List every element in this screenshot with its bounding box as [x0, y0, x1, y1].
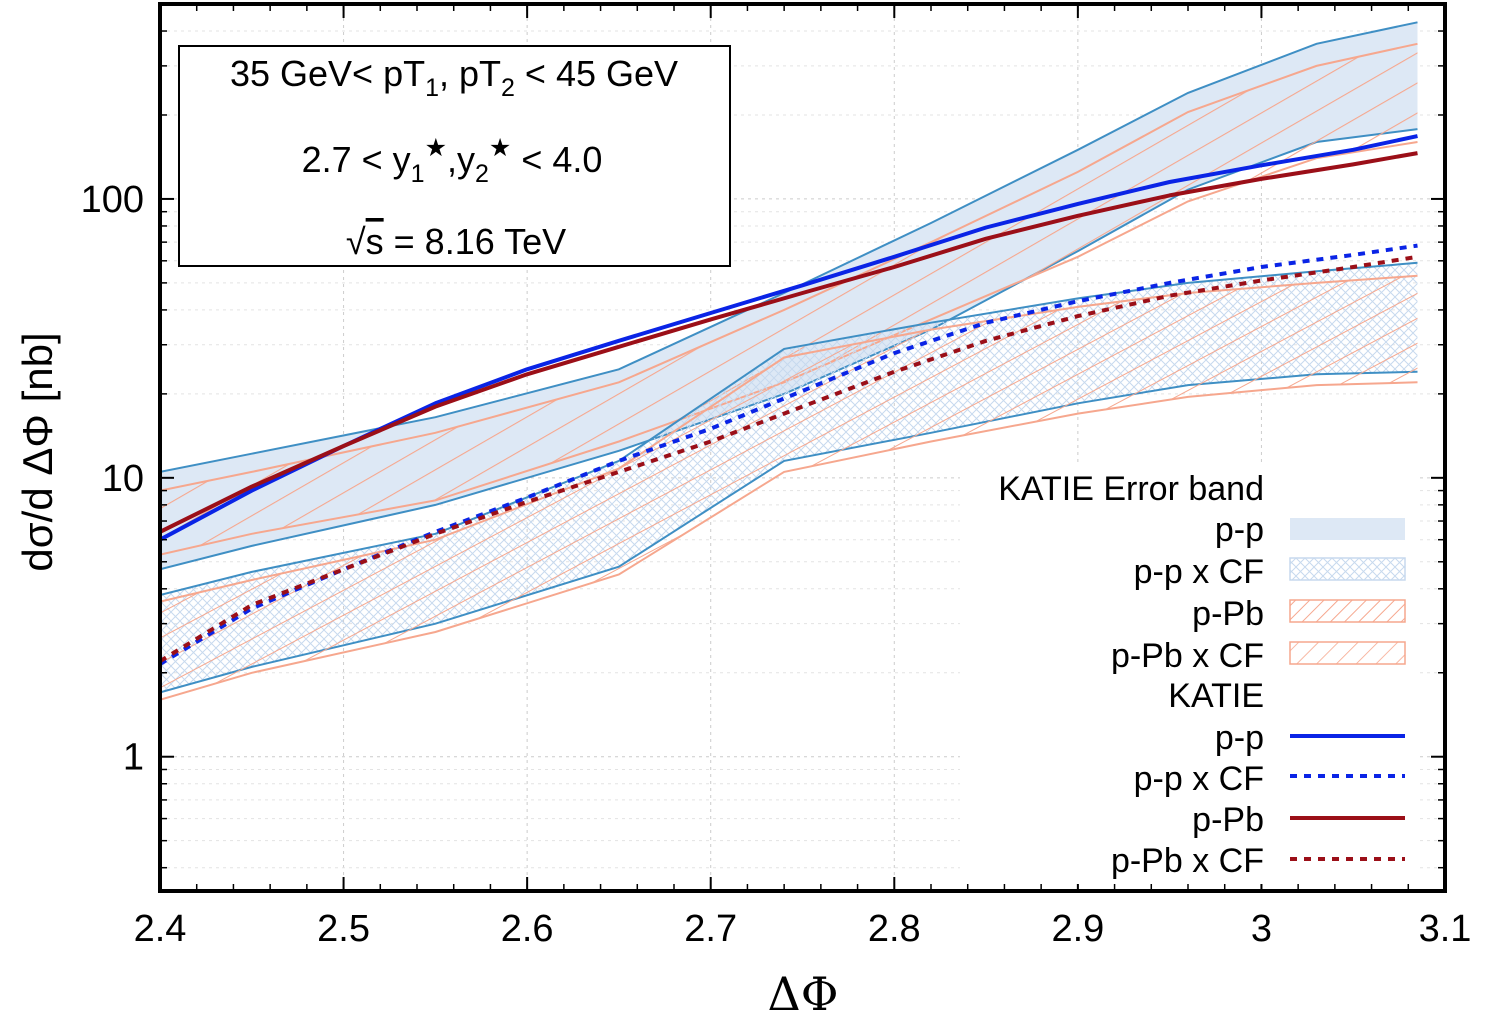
info-line-energy: √s = 8.16 TeV — [346, 221, 566, 262]
legend-band-label-ppb: p-Pb — [1192, 595, 1264, 633]
info-box-frame — [178, 45, 731, 267]
band-lower-edge-p-pb-x-cf — [160, 381, 1418, 701]
legend-band-header: KATIE Error band — [998, 470, 1264, 508]
legend-band-swatch-pp-cf — [1289, 557, 1406, 581]
legend-band-label-pp: p-p — [1215, 511, 1264, 549]
legend-line-label-ppb: p-Pb — [1192, 801, 1264, 839]
series-line-p-pb-x-cf — [160, 254, 1418, 663]
legend-band-label-pp-cf: p-p x CF — [1134, 553, 1264, 591]
plot-frame — [158, 2, 1447, 893]
x-tick-label: 3.1 — [1419, 908, 1472, 950]
y-tick-label: 10 — [102, 458, 144, 500]
legend-band-swatch-pp — [1290, 518, 1405, 540]
x-tick-label: 2.8 — [868, 908, 921, 950]
series-lines — [160, 134, 1418, 666]
x-tick-label: 2.6 — [501, 908, 554, 950]
info-line-rapidity: 2.7 < y1★,y2★ < 4.0 — [302, 134, 603, 188]
band-upper-edge-p-pb-x-cf — [160, 274, 1418, 603]
y-tick-label: 1 — [123, 737, 144, 779]
x-axis-label: ΔΦ — [768, 967, 839, 1017]
band-p-pb — [160, 43, 1418, 555]
legend-line-header: KATIE — [1168, 677, 1264, 715]
legend-band-swatch-ppb — [1289, 599, 1406, 623]
series-line-p-pb — [160, 151, 1418, 534]
band-p-pb-x-cf — [160, 275, 1418, 700]
legend-band-label-ppb-cf: p-Pb x CF — [1111, 637, 1264, 675]
legend-band-swatch-ppb-cf — [1289, 641, 1406, 665]
y-tick-label: 100 — [81, 179, 144, 221]
y-axis-label: dσ/d ΔΦ [nb] — [14, 332, 61, 571]
x-tick-label: 2.9 — [1051, 908, 1104, 950]
x-tick-label: 2.5 — [317, 908, 370, 950]
info-box: 35 GeV< pT1, pT2 < 45 GeV 2.7 < y1★,y2★ … — [178, 45, 731, 267]
legend-line-label-pp: p-p — [1215, 719, 1264, 757]
info-line-pt: 35 GeV< pT1, pT2 < 45 GeV — [230, 53, 678, 102]
x-tick-label: 3 — [1251, 908, 1272, 950]
legend: KATIE Error band p-p p-p x CF p-Pb p-Pb … — [960, 462, 1420, 884]
x-tick-label: 2.7 — [684, 908, 737, 950]
band-upper-edge-p-p — [160, 21, 1418, 473]
legend-line-label-ppb-cf: p-Pb x CF — [1111, 842, 1264, 880]
band-upper-edge-p-p-x-cf — [160, 261, 1418, 596]
x-tick-label: 2.4 — [134, 908, 187, 950]
legend-line-label-pp-cf: p-p x CF — [1134, 760, 1264, 798]
